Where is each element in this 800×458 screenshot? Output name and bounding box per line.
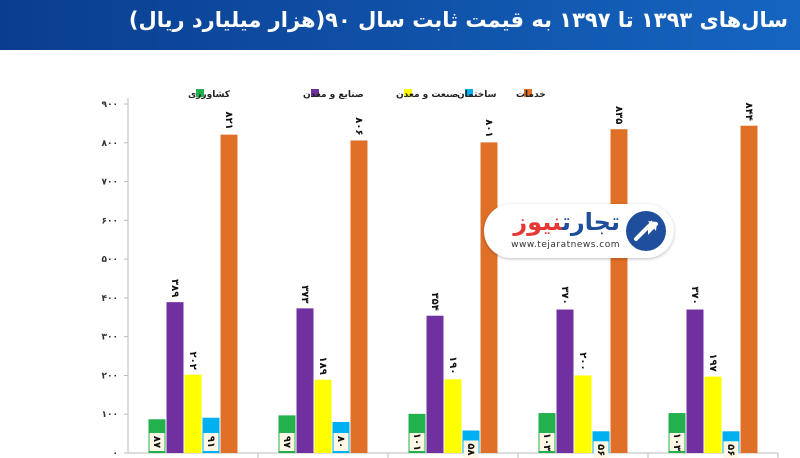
- y-tick-label: ۸۰۰: [102, 139, 118, 149]
- page-title: سال‌های ۱۳۹۳ تا ۱۳۹۷ به قیمت ثابت سال ۹۰…: [128, 8, 788, 32]
- data-label: ۸۷: [151, 436, 162, 448]
- data-label-box: [409, 433, 425, 451]
- bar: [184, 374, 202, 453]
- data-label: ۲۰۲: [187, 352, 198, 370]
- y-tick-label: ۹۰۰: [102, 100, 118, 110]
- legend-label: صنعت و معدن: [396, 90, 458, 100]
- chart-area: ۰ ۱۰۰ ۲۰۰ ۳۰۰ ۴۰۰ ۵۰۰ ۶۰۰ ۷۰۰ ۸۰۰ ۹۰۰ ۸۷ ۳۸۹ ۲۰۲ ۹۱ ۸۲…: [0, 58, 800, 458]
- data-label-box: [203, 433, 219, 451]
- data-label-box: [593, 441, 609, 458]
- legend-swatch: [524, 89, 532, 97]
- legend-swatch: [465, 89, 473, 97]
- y-tick-label: ۶۰۰: [102, 216, 118, 226]
- legend-swatch: [404, 89, 412, 97]
- bar: [426, 315, 444, 453]
- logo-url: www.tejaratnews.com: [511, 240, 620, 250]
- bar: [574, 375, 592, 453]
- data-label: ۲۰۰: [577, 352, 588, 370]
- data-label: ۸۳۵: [613, 106, 624, 124]
- data-label: ۱۹۰: [447, 356, 458, 374]
- logo-name-part2: نیوز: [513, 208, 562, 236]
- data-label: ۸۲۱: [223, 111, 234, 129]
- legend-label: خدمات: [516, 90, 546, 100]
- data-label: ۸۰۶: [353, 117, 364, 135]
- data-label-box: [149, 433, 165, 451]
- data-label: ۸۰: [335, 436, 346, 448]
- data-label: ۳۷۰: [689, 286, 700, 304]
- y-tick-label: ۰: [113, 449, 119, 458]
- data-label-box: [669, 433, 685, 451]
- arrow-circle-icon: [626, 211, 666, 251]
- bar: [166, 302, 184, 453]
- legend-swatch: [311, 89, 319, 97]
- title-banner: سال‌های ۱۳۹۳ تا ۱۳۹۷ به قیمت ثابت سال ۹۰…: [0, 0, 800, 50]
- logo-name: تجارتنیوز: [513, 208, 620, 236]
- legend-swatch: [196, 89, 204, 97]
- y-tick-label: ۴۰۰: [102, 294, 118, 304]
- data-label: ۵۸: [465, 443, 476, 455]
- watermark-logo: تجارتنیوز www.tejaratnews.com: [484, 204, 674, 258]
- bar: [686, 309, 704, 453]
- legend-label: ساختمان: [457, 90, 497, 100]
- data-label-box: [333, 433, 349, 451]
- y-tick-label: ۱۰۰: [102, 410, 118, 420]
- bar: [444, 379, 462, 453]
- bar: [704, 376, 722, 453]
- data-label-box: [723, 441, 739, 458]
- bar: [556, 309, 574, 453]
- legend-label: صنایع و معدن: [303, 90, 364, 100]
- data-label: ۵۶: [725, 444, 736, 456]
- bar: [220, 134, 238, 453]
- bar: [296, 308, 314, 453]
- data-label: ۸۰۱: [483, 119, 494, 137]
- data-label: ۳۷۰: [559, 286, 570, 304]
- data-label-box: [279, 433, 295, 451]
- data-label: ۱۰۳: [671, 433, 682, 451]
- y-tick-label: ۵۰۰: [102, 255, 118, 265]
- data-label: ۱۰۱: [411, 433, 422, 451]
- data-label-box: [539, 433, 555, 451]
- data-label: ۹۷: [281, 436, 292, 448]
- data-label: ۱۸۹: [317, 357, 328, 375]
- data-label: ۳۵۴: [429, 293, 440, 311]
- legend-label: کشاورزی: [188, 90, 231, 100]
- logo-name-part1: تجارت: [561, 208, 620, 236]
- y-tick-label: ۲۰۰: [102, 371, 118, 381]
- bar: [480, 142, 498, 453]
- data-label: ۱۹۷: [707, 353, 718, 371]
- data-label: ۵۶: [595, 444, 606, 456]
- bar: [350, 140, 368, 453]
- bar: [740, 125, 758, 454]
- data-label: ۳۸۹: [169, 279, 180, 297]
- data-label: ۳۷۳: [299, 285, 310, 303]
- data-label: ۹۱: [205, 436, 216, 448]
- bar: [314, 379, 332, 453]
- y-tick-label: ۳۰۰: [102, 333, 118, 343]
- bar-chart: ۰ ۱۰۰ ۲۰۰ ۳۰۰ ۴۰۰ ۵۰۰ ۶۰۰ ۷۰۰ ۸۰۰ ۹۰۰ ۸۷ ۳۸۹ ۲۰۲ ۹۱ ۸۲…: [102, 89, 779, 458]
- data-label-box: [463, 440, 479, 458]
- data-label: ۱۰۳: [541, 433, 552, 451]
- bar: [610, 129, 628, 453]
- data-label: ۸۴۴: [743, 103, 754, 121]
- y-tick-label: ۷۰۰: [102, 178, 118, 188]
